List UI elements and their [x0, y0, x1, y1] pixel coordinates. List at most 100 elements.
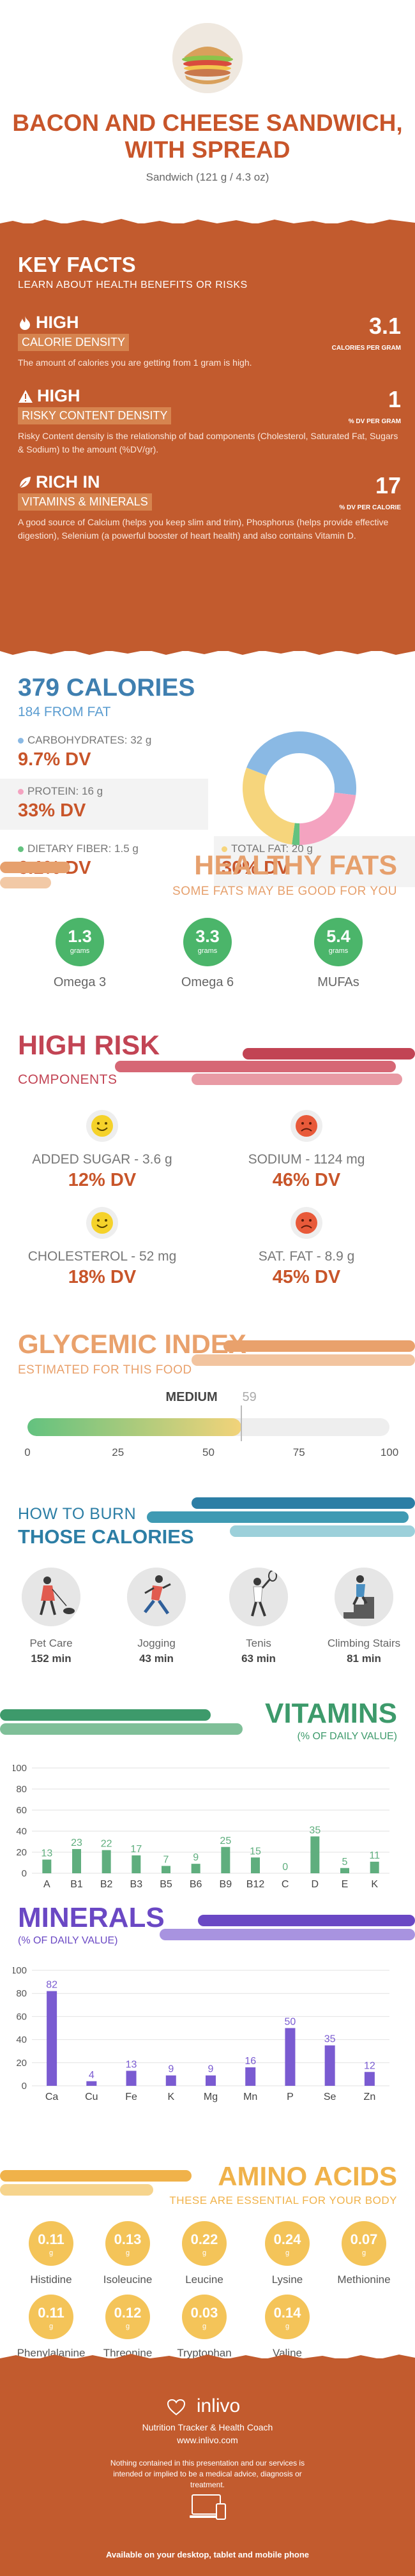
fact-unit: % DV PER GRAM — [348, 418, 401, 425]
fat-omega-3: 1.3 grams Omega 3 — [35, 918, 124, 990]
fact-unit: CALORIES PER GRAM — [331, 345, 401, 352]
category-label: Mn — [243, 2092, 257, 2102]
stairs-icon — [335, 1568, 393, 1626]
fact-value: 17 — [375, 472, 401, 498]
macro-donut-chart — [243, 731, 356, 845]
y-tick-label: 100 — [13, 1965, 27, 1976]
amino-unit: g — [125, 2323, 130, 2330]
fat-circle: 1.3 grams — [56, 918, 104, 966]
amino-value: 0.03 — [190, 2305, 218, 2321]
page-title: BACON AND CHEESE SANDWICH, WITH SPREAD — [12, 110, 403, 163]
happy-face-icon — [86, 1207, 118, 1239]
fact-description: Risky Content density is the relationshi… — [18, 431, 398, 454]
decor-stripe — [0, 2170, 192, 2182]
donut-slice — [299, 791, 356, 845]
amino-name: Threonine — [103, 2347, 153, 2359]
activity-minutes: 63 min — [241, 1652, 276, 1665]
bar-value-label: 9 — [208, 2064, 214, 2075]
y-tick-label: 0 — [22, 2081, 27, 2092]
bar — [285, 2028, 296, 2086]
burn-title-line1: HOW TO BURN — [18, 1505, 137, 1523]
fat-unit: grams — [328, 947, 349, 955]
amino-name: Lysine — [271, 2273, 303, 2286]
amino-unit: g — [202, 2249, 207, 2257]
activity-climbing-stairs: Climbing Stairs 81 min — [319, 1568, 409, 1665]
flame-icon — [20, 315, 30, 330]
category-label: B2 — [100, 1879, 113, 1890]
fact-description: A good source of Calcium (helps you keep… — [18, 517, 389, 541]
bar-value-label: 12 — [364, 2060, 375, 2071]
bar — [221, 1846, 230, 1873]
decor-stripe — [192, 1074, 402, 1085]
category-label: B5 — [160, 1879, 172, 1890]
fat-value: 5.4 — [326, 927, 351, 946]
glycemic-fill — [27, 1418, 241, 1436]
vitamins-bar-chart: 0 20 40 60 80 100 13 A 23 B1 22 B2 17 B3 7 B5 9 B6 25 B9 15 B… — [13, 1763, 389, 1890]
bar-value-label: 5 — [342, 1857, 348, 1868]
glycemic-tick-label: 75 — [292, 1446, 305, 1458]
macro-label: CARBOHYDRATES: 32 g — [27, 734, 152, 746]
category-label: B3 — [130, 1879, 143, 1890]
category-label: Se — [324, 2092, 336, 2102]
y-tick-label: 100 — [13, 1763, 27, 1774]
key-facts-subtitle: LEARN ABOUT HEALTH BENEFITS OR RISKS — [18, 280, 248, 290]
fat-name: Omega 6 — [181, 975, 234, 989]
glycemic-title: GLYCEMIC INDEX — [18, 1329, 246, 1359]
fact-risky-content: HIGH RISKY CONTENT DENSITY 1 % DV PER GR… — [18, 386, 401, 456]
amino-value: 0.11 — [38, 2231, 64, 2247]
decor-stripe — [160, 1929, 415, 1940]
key-facts-section: KEY FACTS LEARN ABOUT HEALTH BENEFITS OR… — [0, 219, 415, 655]
amino-leucine: 0.22 g Leucine — [166, 2221, 243, 2286]
macro-total-fat: TOTAL FAT: 20 g 30% DV — [214, 836, 415, 887]
bar — [310, 1836, 320, 1873]
amino-name: Methionine — [337, 2273, 391, 2286]
heart-logo-icon — [167, 2399, 185, 2416]
amino-value: 0.11 — [38, 2305, 64, 2321]
calories-from-fat: 184 FROM FAT — [18, 705, 111, 719]
glycemic-marker — [240, 1405, 242, 1441]
amino-name: Isoleucine — [103, 2273, 153, 2286]
key-facts-title: KEY FACTS — [18, 253, 136, 276]
fat-unit: grams — [70, 947, 90, 955]
glycemic-tick-label: 100 — [380, 1446, 399, 1458]
y-tick-label: 80 — [16, 1988, 27, 1999]
bar — [72, 1849, 81, 1873]
calories-section: 379 CALORIES 184 FROM FAT CARBOHYDRATES:… — [0, 651, 415, 887]
amino-name: Leucine — [185, 2273, 223, 2286]
bar — [251, 1857, 260, 1873]
amino-acids-section: AMINO ACIDS THESE ARE ESSENTIAL FOR YOUR… — [0, 2151, 415, 2359]
glycemic-tick-label: 0 — [24, 1446, 31, 1458]
bar-value-label: 13 — [126, 2059, 137, 2070]
decor-stripe — [198, 1915, 415, 1926]
high-risk-subtitle: COMPONENTS — [18, 1072, 117, 1087]
bar-value-label: 4 — [89, 2070, 94, 2081]
bar-value-label: 82 — [46, 1980, 57, 1991]
fact-value: 1 — [388, 386, 401, 412]
bar-value-label: 35 — [324, 2034, 336, 2045]
amino-isoleucine: 0.13 g Isoleucine — [89, 2221, 166, 2286]
macro-dv: 30% DV — [222, 858, 290, 878]
brand-url[interactable]: www.inlivo.com — [177, 2435, 238, 2445]
category-label: A — [43, 1879, 50, 1890]
disclaimer: Nothing contained in this presentation a… — [110, 2459, 305, 2489]
donut-slice — [243, 767, 296, 845]
fact-category: VITAMINS & MINERALS — [18, 493, 152, 511]
torn-edge-top — [0, 219, 415, 234]
header: BACON AND CHEESE SANDWICH, WITH SPREAD S… — [0, 0, 415, 185]
amino-unit: g — [49, 2249, 54, 2257]
category-label: Cu — [85, 2092, 98, 2102]
glycemic-tick-label: 50 — [202, 1446, 215, 1458]
fact-vitamins-minerals: RICH IN VITAMINS & MINERALS 17 % DV PER … — [18, 472, 401, 543]
bar — [245, 2067, 256, 2086]
fact-unit: % DV PER CALORIE — [339, 504, 401, 511]
leaf-icon — [19, 476, 31, 488]
glycemic-level: MEDIUM — [165, 1390, 218, 1404]
dog-walking-icon — [22, 1568, 80, 1626]
category-label: K — [371, 1879, 378, 1890]
fact-calorie-density: HIGH CALORIE DENSITY 3.1 CALORIES PER GR… — [18, 313, 401, 370]
category-label: E — [342, 1879, 349, 1890]
happy-face-icon — [86, 1110, 118, 1142]
bar — [132, 1855, 141, 1873]
bar-value-label: 16 — [245, 2056, 256, 2067]
